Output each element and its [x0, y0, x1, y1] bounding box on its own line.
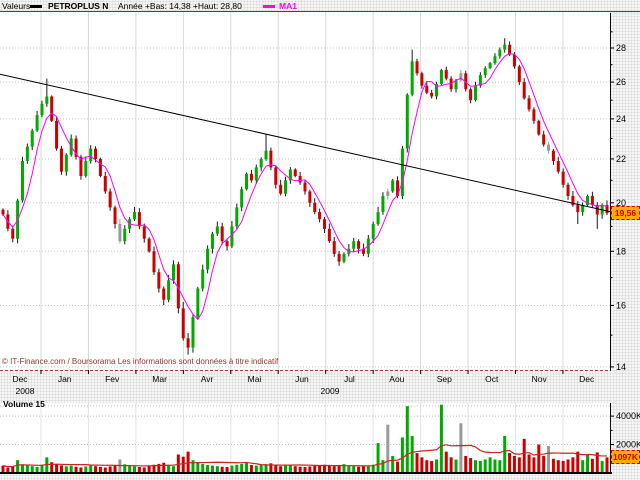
volume-pane-title: Volume 15: [3, 399, 45, 409]
svg-text:26: 26: [616, 77, 626, 87]
last-price-badge: 19,56: [611, 206, 640, 220]
candlesticks: [1, 38, 609, 355]
series-name: PETROPLUS N: [48, 1, 109, 11]
header-divider: [0, 11, 640, 12]
ma1-legend-label: MA1: [279, 1, 297, 11]
svg-text:4000K: 4000K: [616, 411, 640, 421]
svg-text:28: 28: [616, 43, 626, 53]
year-high-low-stats: Année +Bas: 14,38 +Haut: 28,80: [118, 1, 242, 11]
svg-text:2008: 2008: [16, 386, 35, 396]
svg-text:22: 22: [616, 154, 626, 164]
last-volume-badge: 1097K: [611, 450, 640, 464]
svg-text:Sep: Sep: [437, 374, 452, 384]
legend-values-label: Valeurs: [2, 1, 31, 11]
svg-text:Nov: Nov: [532, 374, 548, 384]
volume-bars: [1, 404, 609, 473]
svg-text:Jul: Jul: [344, 374, 355, 384]
plot-backgrounds: [0, 12, 610, 473]
ma1-swatch-icon: [263, 5, 275, 8]
svg-text:Fev: Fev: [105, 374, 120, 384]
svg-text:24: 24: [616, 114, 626, 124]
svg-text:Dec: Dec: [579, 374, 595, 384]
volume-ma-line: [2, 444, 608, 468]
svg-text:Jan: Jan: [58, 374, 72, 384]
time-axis: Dec Jan Fev Mar Avr Mai Jun Jul Aou Sep Oct Nov Dec 2…: [0, 370, 610, 396]
price-axis: 28 26 24 22 20 18 16 14: [610, 13, 626, 372]
svg-text:Mar: Mar: [152, 374, 167, 384]
svg-text:20: 20: [616, 198, 626, 208]
svg-text:Jun: Jun: [295, 374, 309, 384]
ma1-line: [2, 53, 608, 321]
svg-text:16: 16: [616, 300, 626, 310]
svg-text:Avr: Avr: [201, 374, 214, 384]
svg-text:2009: 2009: [321, 386, 340, 396]
copyright-disclaimer: © IT-Finance.com / Boursorama Les inform…: [2, 357, 279, 366]
svg-text:Dec: Dec: [12, 374, 28, 384]
svg-text:14: 14: [616, 362, 626, 372]
series-swatch-icon: [30, 5, 42, 8]
trendline: [0, 73, 611, 213]
volume-axis: 4000K 2000K: [0, 403, 640, 474]
svg-text:Aou: Aou: [389, 374, 404, 384]
svg-text:18: 18: [616, 246, 626, 256]
svg-text:Oct: Oct: [485, 374, 499, 384]
svg-text:2000K: 2000K: [616, 440, 640, 450]
svg-text:Mai: Mai: [248, 374, 262, 384]
